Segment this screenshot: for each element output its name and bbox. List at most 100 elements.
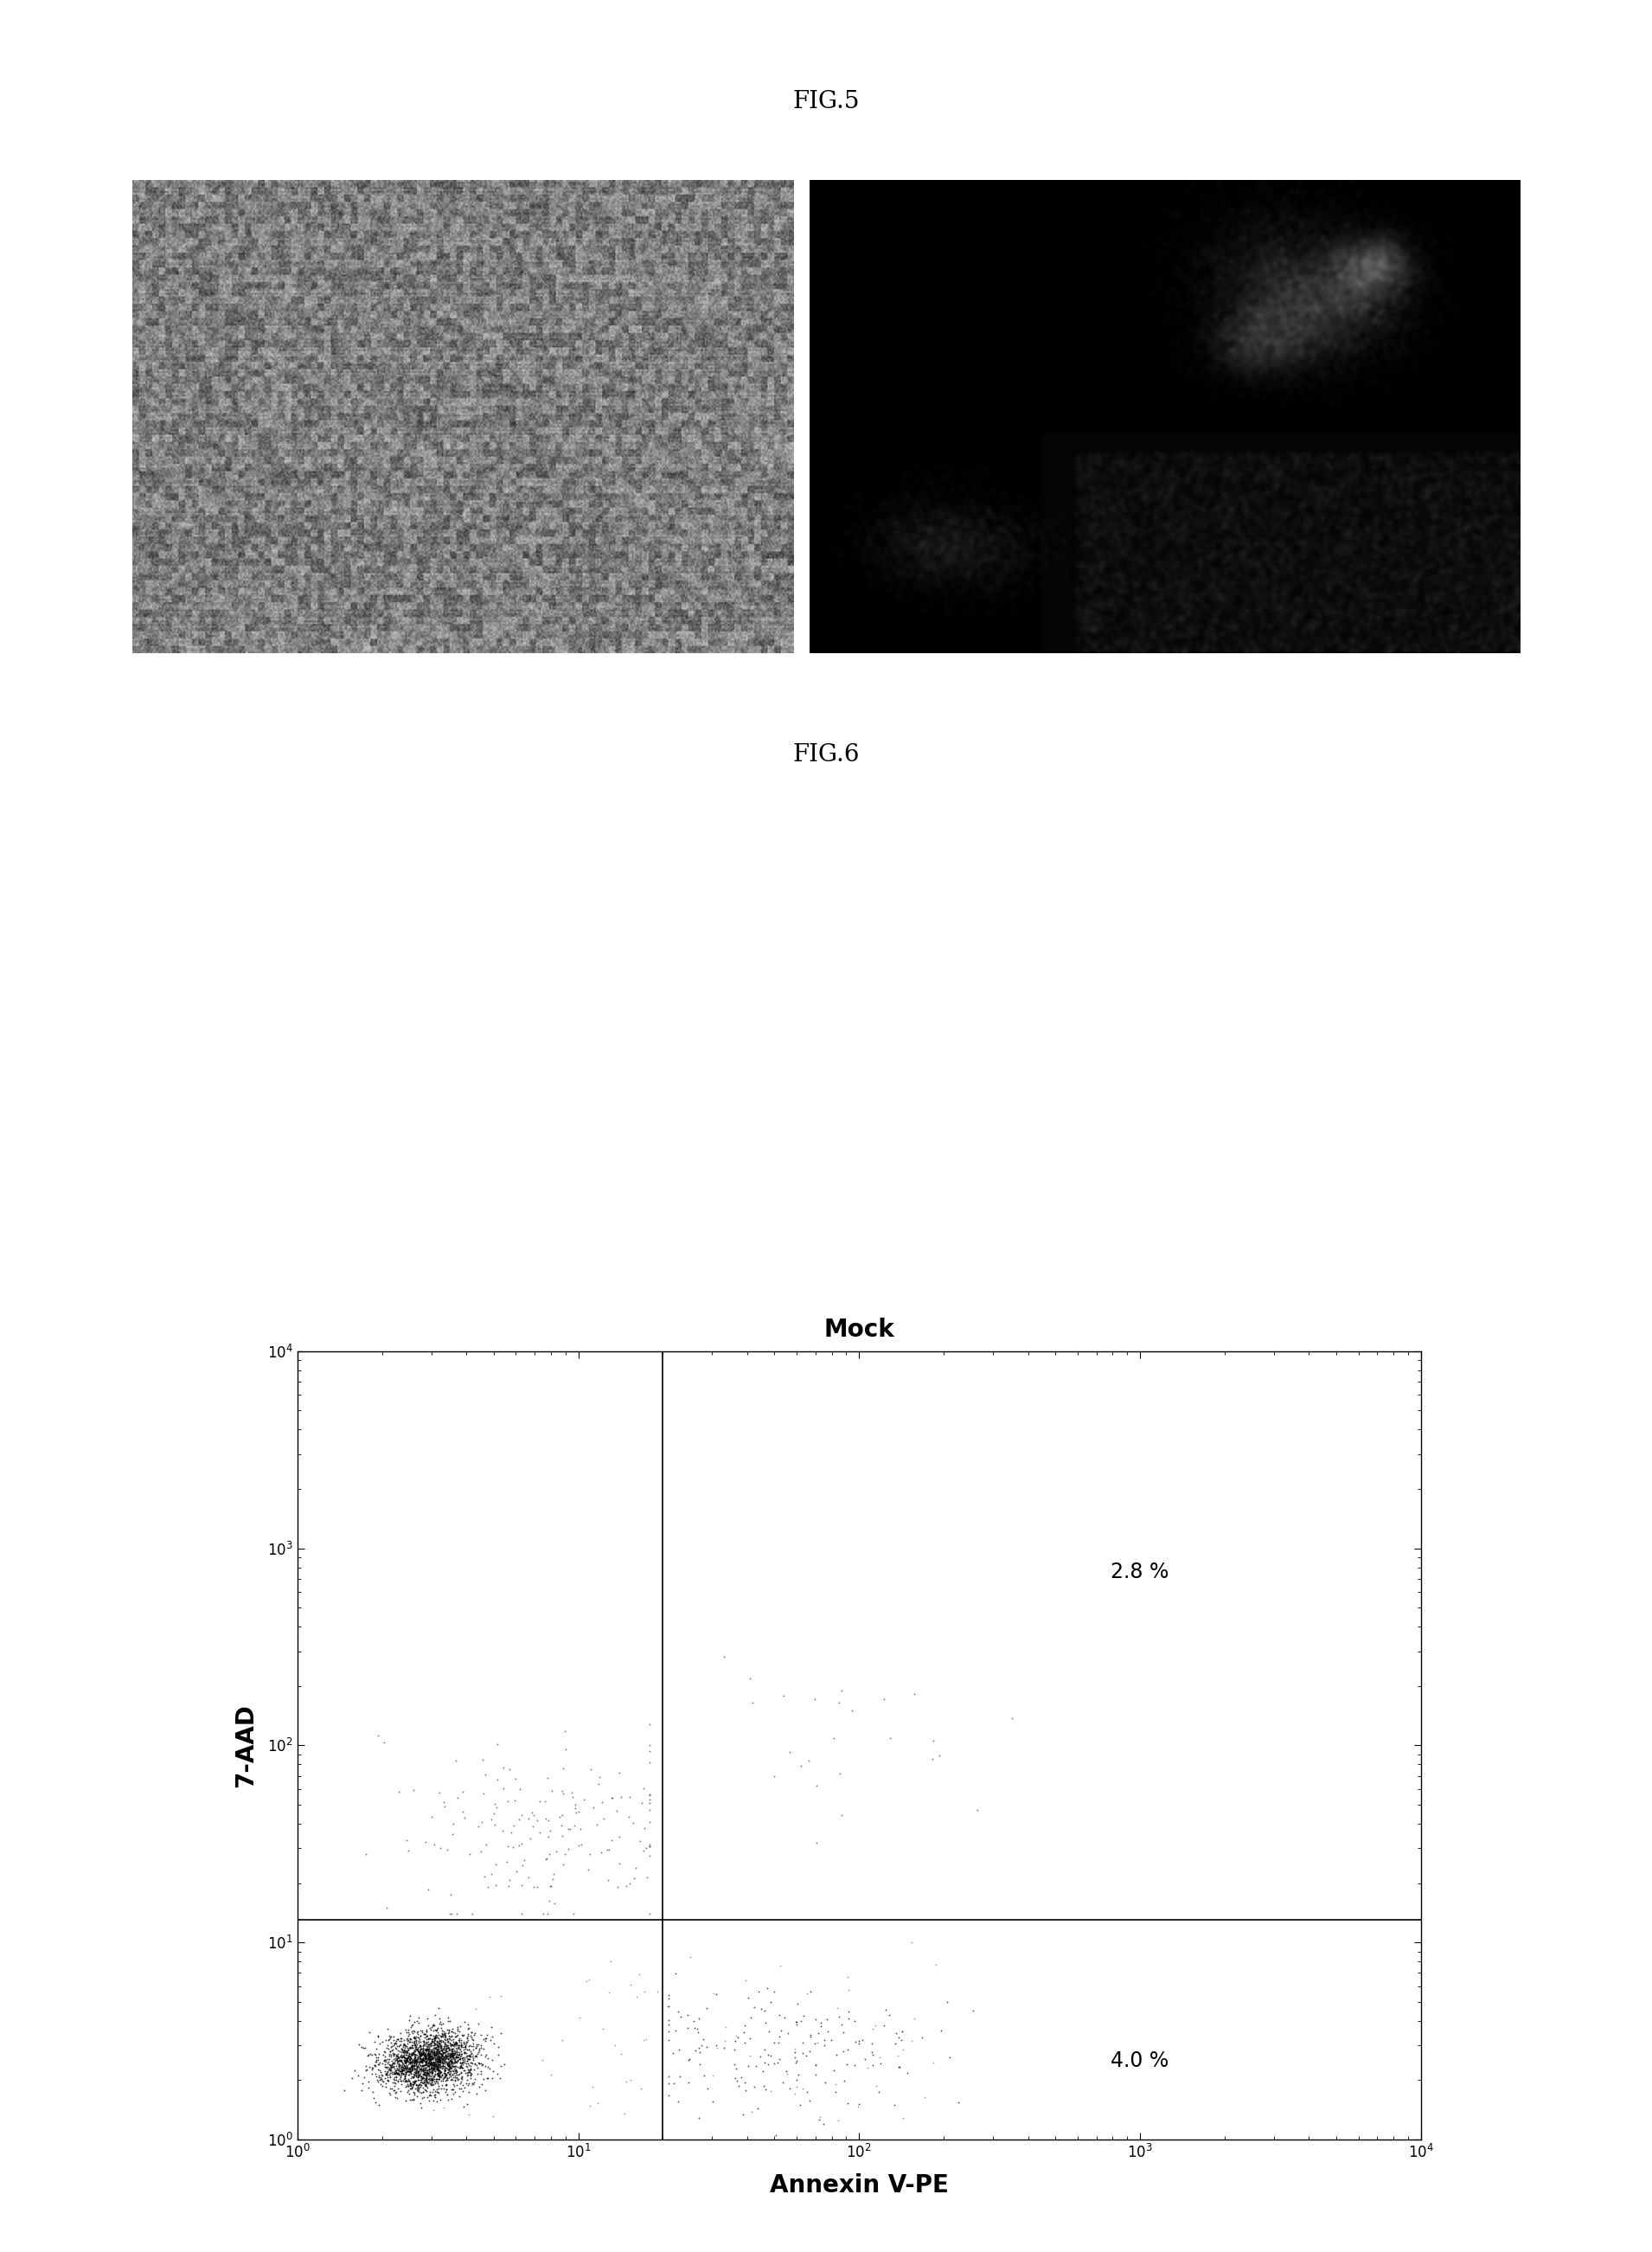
Point — [448, 2047, 474, 2083]
Point — [433, 2031, 459, 2067]
Point — [433, 2038, 459, 2074]
Point — [413, 2052, 439, 2088]
Point — [451, 2040, 477, 2076]
Point — [477, 1856, 504, 1892]
Point — [416, 2052, 443, 2088]
Point — [439, 2061, 466, 2097]
Point — [396, 2022, 423, 2058]
Point — [441, 2052, 468, 2088]
Point — [396, 2045, 423, 2081]
Point — [636, 1777, 662, 1813]
Point — [463, 1991, 489, 2027]
Point — [413, 2045, 439, 2081]
Point — [396, 2045, 423, 2081]
Point — [423, 2031, 449, 2067]
Point — [420, 2043, 446, 2079]
Point — [387, 2027, 413, 2063]
Point — [448, 2065, 474, 2101]
Point — [403, 2036, 430, 2072]
Point — [472, 2022, 499, 2058]
Point — [360, 2081, 387, 2117]
Point — [385, 2038, 411, 2074]
Point — [396, 2081, 423, 2117]
Point — [388, 2052, 415, 2088]
Point — [456, 2074, 482, 2110]
Point — [431, 2054, 458, 2090]
Point — [405, 2058, 431, 2094]
Point — [438, 2027, 464, 2063]
Point — [390, 2052, 416, 2088]
Point — [406, 2047, 433, 2083]
Point — [426, 2054, 453, 2090]
Point — [403, 2043, 430, 2079]
Point — [446, 2038, 472, 2074]
Point — [392, 2027, 418, 2063]
Point — [540, 1885, 567, 1921]
Point — [444, 2056, 471, 2092]
Point — [395, 2040, 421, 2076]
Point — [496, 1867, 522, 1903]
Point — [552, 1714, 578, 1750]
Point — [400, 2036, 426, 2072]
Point — [781, 2076, 808, 2112]
Point — [463, 2038, 489, 2074]
Point — [436, 2031, 463, 2067]
Point — [423, 2056, 449, 2092]
Point — [370, 1725, 396, 1761]
Point — [565, 1829, 591, 1865]
Point — [428, 2040, 454, 2076]
Point — [596, 1975, 623, 2011]
Point — [423, 2031, 449, 2067]
Point — [426, 2045, 453, 2081]
Point — [431, 2040, 458, 2076]
Point — [456, 2065, 482, 2101]
Point — [401, 2047, 428, 2083]
Point — [796, 1973, 823, 2009]
Point — [466, 2045, 492, 2081]
Point — [415, 2045, 441, 2081]
Point — [834, 1959, 861, 1995]
Point — [403, 2022, 430, 2058]
Point — [411, 2056, 438, 2092]
Point — [395, 2016, 421, 2052]
Point — [421, 2047, 448, 2083]
Point — [396, 2031, 423, 2067]
Point — [438, 2034, 464, 2070]
Point — [388, 2040, 415, 2076]
Point — [388, 2031, 415, 2067]
Point — [385, 2040, 411, 2076]
Point — [365, 2058, 392, 2094]
Point — [410, 2056, 436, 2092]
Point — [415, 2065, 441, 2101]
Point — [401, 2043, 428, 2079]
Point — [750, 2067, 776, 2103]
Point — [434, 2081, 461, 2117]
Point — [358, 2056, 385, 2092]
Point — [398, 2054, 425, 2090]
Point — [425, 2031, 451, 2067]
Point — [401, 2018, 428, 2054]
Point — [448, 2054, 474, 2090]
Point — [406, 2038, 433, 2074]
Point — [801, 2025, 828, 2061]
Point — [885, 2049, 912, 2085]
Point — [363, 2058, 390, 2094]
Point — [605, 1869, 631, 1905]
Point — [423, 2027, 449, 2063]
Point — [405, 2058, 431, 2094]
Point — [395, 2049, 421, 2085]
Point — [431, 2038, 458, 2074]
Point — [539, 1867, 565, 1903]
Point — [636, 1793, 662, 1829]
Point — [834, 1973, 861, 2009]
Point — [474, 2049, 501, 2085]
Point — [426, 2027, 453, 2063]
Point — [416, 2038, 443, 2074]
Point — [418, 2058, 444, 2094]
Point — [423, 2022, 449, 2058]
Point — [349, 2072, 375, 2108]
Point — [408, 2074, 434, 2110]
Point — [525, 1784, 552, 1820]
Point — [401, 2045, 428, 2081]
Point — [563, 1795, 590, 1831]
